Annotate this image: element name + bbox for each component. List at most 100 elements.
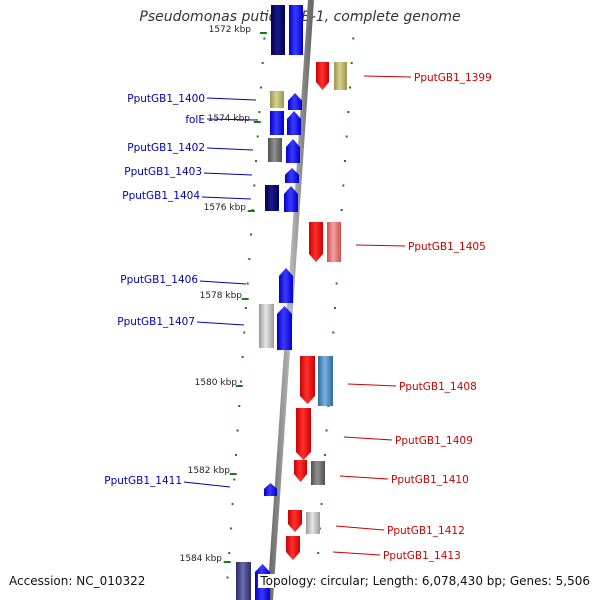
- gene-feature[interactable]: [286, 139, 300, 163]
- track-dot: [261, 62, 264, 64]
- track-dot: [248, 258, 251, 260]
- gene-feature[interactable]: [259, 304, 274, 348]
- track-dot: [340, 209, 343, 211]
- label-leaders: [183, 75, 412, 556]
- gene-features: [236, 5, 347, 600]
- track-dot: [317, 552, 320, 554]
- gene-feature[interactable]: [265, 185, 279, 211]
- label-leader-line: [347, 383, 397, 387]
- gene-label[interactable]: PputGB1_1408: [399, 381, 477, 393]
- track-dot: [246, 282, 249, 285]
- track-dot: [343, 160, 346, 162]
- gene-label[interactable]: PputGB1_1411: [104, 475, 182, 487]
- gene-feature[interactable]: [277, 306, 292, 350]
- gene-label[interactable]: PputGB1_1407: [117, 316, 195, 328]
- topology-text: Topology: circular; Length: 6,078,430 bp…: [258, 574, 590, 588]
- gene-feature[interactable]: [327, 222, 341, 262]
- track-dot: [263, 37, 266, 40]
- label-leader-line: [355, 244, 406, 247]
- gene-label[interactable]: PputGB1_1399: [414, 72, 492, 84]
- gene-feature[interactable]: [318, 356, 333, 406]
- track-dot: [229, 527, 232, 530]
- label-leader-line: [363, 75, 412, 78]
- gene-feature[interactable]: [296, 408, 311, 460]
- track-dot: [265, 13, 268, 15]
- track-dot: [249, 233, 252, 236]
- gene-label[interactable]: PputGB1_1400: [127, 93, 205, 105]
- track-dot: [228, 552, 231, 554]
- gene-feature[interactable]: [268, 138, 282, 162]
- track-dot: [241, 356, 244, 358]
- gene-label[interactable]: folE: [185, 114, 205, 126]
- gene-feature[interactable]: [288, 93, 302, 110]
- gene-feature[interactable]: [279, 268, 293, 303]
- scale-tick-label: 1572 kbp: [209, 25, 252, 35]
- gene-feature[interactable]: [264, 483, 277, 496]
- gene-feature[interactable]: [316, 62, 329, 90]
- track-dot: [243, 331, 246, 334]
- track-dot: [234, 454, 237, 456]
- scale-tick-label: 1580 kbp: [195, 378, 238, 388]
- label-leader-line: [206, 97, 257, 101]
- gene-label[interactable]: PputGB1_1404: [122, 190, 200, 202]
- gene-feature[interactable]: [270, 91, 284, 108]
- track-dot: [323, 454, 326, 456]
- gene-feature[interactable]: [287, 111, 301, 135]
- gene-feature[interactable]: [236, 562, 251, 600]
- gene-feature[interactable]: [309, 222, 323, 262]
- track-dot: [236, 429, 239, 432]
- scale-tick-label: 1576 kbp: [204, 203, 247, 213]
- gene-feature[interactable]: [286, 536, 300, 560]
- track-dot: [335, 282, 338, 285]
- track-dot: [244, 307, 247, 309]
- gene-feature[interactable]: [311, 461, 325, 485]
- track-dot: [238, 405, 241, 407]
- track-dot: [332, 331, 335, 334]
- label-leader-line: [201, 196, 252, 200]
- gene-feature[interactable]: [271, 5, 285, 55]
- gene-label[interactable]: PputGB1_1409: [395, 435, 473, 447]
- gene-feature[interactable]: [294, 460, 307, 482]
- gene-label[interactable]: PputGB1_1413: [383, 550, 461, 562]
- scale-tick-label: 1582 kbp: [188, 466, 231, 476]
- accession-text: Accession: NC_010322: [9, 574, 146, 588]
- gene-label[interactable]: PputGB1_1412: [387, 525, 465, 537]
- track-dot: [347, 111, 350, 113]
- label-leader-line: [343, 436, 393, 441]
- scale-tick-label: 1578 kbp: [200, 291, 243, 301]
- gene-feature[interactable]: [306, 512, 320, 534]
- gene-label[interactable]: PputGB1_1403: [124, 166, 202, 178]
- gene-feature[interactable]: [285, 168, 299, 183]
- gene-feature[interactable]: [289, 5, 303, 55]
- gene-feature[interactable]: [284, 186, 298, 212]
- gene-feature[interactable]: [334, 62, 347, 90]
- gene-label[interactable]: PputGB1_1410: [391, 474, 469, 486]
- track-dot: [320, 503, 323, 505]
- track-dot: [226, 576, 229, 579]
- track-dot: [256, 135, 259, 138]
- track-dot: [239, 380, 242, 383]
- label-leader-line: [332, 551, 381, 556]
- gene-label[interactable]: PputGB1_1406: [120, 274, 198, 286]
- label-leader-line: [203, 172, 253, 176]
- track-dot: [260, 86, 263, 89]
- gene-feature[interactable]: [270, 111, 284, 135]
- gene-label[interactable]: PputGB1_1402: [127, 142, 205, 154]
- track-dot: [342, 184, 345, 187]
- gene-label[interactable]: PputGB1_1405: [408, 241, 486, 253]
- label-leader-line: [335, 525, 385, 531]
- gene-feature[interactable]: [288, 510, 302, 532]
- label-leader-line: [206, 147, 254, 151]
- gene-feature[interactable]: [300, 356, 315, 404]
- track-dot: [349, 86, 352, 89]
- gene-labels: PputGB1_1399 PputGB1_1400 folE PputGB1_1402…: [104, 72, 492, 562]
- track-dot: [231, 503, 234, 505]
- label-leader-line: [339, 475, 389, 480]
- track-dot: [258, 111, 261, 113]
- label-leader-line: [183, 481, 231, 488]
- track-dot: [253, 184, 256, 187]
- track-dot: [345, 135, 348, 138]
- track-dot: [350, 62, 353, 64]
- track-dot: [325, 429, 328, 432]
